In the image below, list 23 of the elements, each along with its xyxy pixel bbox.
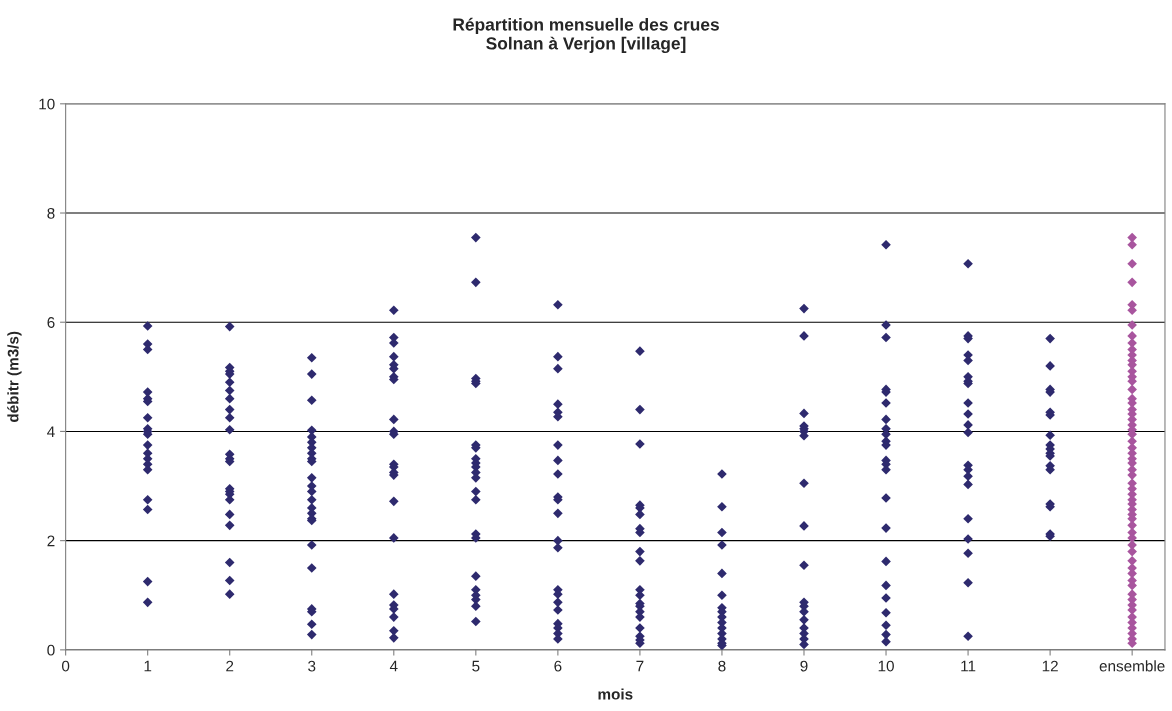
y-tick-label: 2 <box>47 535 55 547</box>
x-axis-title: mois <box>598 688 633 700</box>
x-tick-label: 7 <box>636 660 644 672</box>
x-tick-label: 10 <box>878 660 894 672</box>
y-axis-title: débitr (m3/s) <box>7 331 22 423</box>
x-tick-label: 8 <box>718 660 726 672</box>
x-tick-label: 3 <box>308 660 316 672</box>
x-tick-label: ensemble <box>1099 660 1165 672</box>
y-tick-label: 6 <box>47 317 55 328</box>
x-tick-label: 11 <box>961 660 976 672</box>
y-tick-label: 4 <box>47 426 55 437</box>
y-tick-label: 10 <box>39 98 55 110</box>
x-tick-label: 4 <box>389 660 398 672</box>
y-tick-label: 8 <box>47 207 55 219</box>
y-tick-label: 0 <box>47 644 55 656</box>
x-tick-label: 0 <box>61 660 70 672</box>
chart-title: Répartition mensuelle des crues Solnan à Verjon [village] <box>453 17 719 54</box>
x-tick-label: 12 <box>1042 660 1058 672</box>
x-tick-label: 2 <box>226 660 234 672</box>
x-tick-label: 1 <box>144 660 152 672</box>
x-tick-label: 6 <box>554 660 562 672</box>
x-tick-label: 5 <box>472 660 480 672</box>
x-tick-label: 9 <box>800 660 808 672</box>
